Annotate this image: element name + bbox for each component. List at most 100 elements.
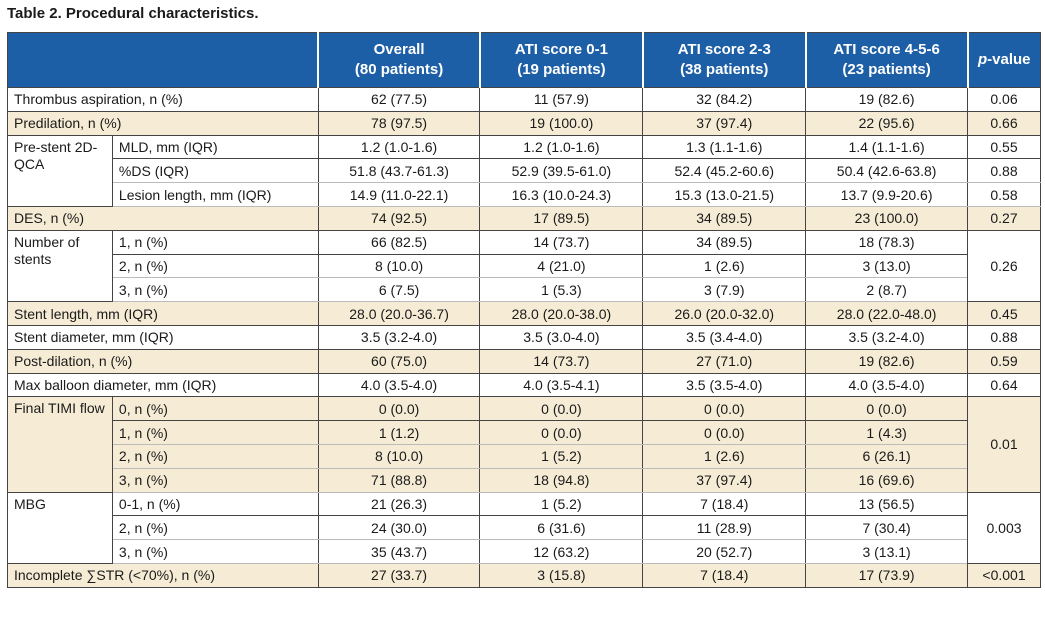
row-label: 0-1, n (%) — [111, 491, 319, 517]
value-cell: 13.7 (9.9-20.6) — [805, 182, 969, 207]
value-cell: 3.5 (3.0-4.0) — [479, 324, 644, 350]
value-cell: 1 (4.3) — [805, 420, 969, 445]
value-cell: 12 (63.2) — [479, 539, 644, 564]
value-cell: 66 (82.5) — [317, 229, 481, 255]
value-cell: 28.0 (22.0-48.0) — [805, 301, 969, 326]
value-cell: 1 (5.3) — [479, 277, 644, 303]
group-label: Number of stents — [7, 229, 113, 303]
value-cell: 3 (15.8) — [479, 562, 644, 588]
value-cell: 37 (97.4) — [642, 467, 807, 493]
p-value: 0.27 — [967, 205, 1041, 231]
table-row: Predilation, n (%) 78 (97.5) 19 (100.0) 37 … — [7, 110, 1041, 136]
value-cell: 14 (73.7) — [479, 348, 644, 374]
value-cell: 7 (18.4) — [642, 562, 807, 588]
p-value: <0.001 — [967, 562, 1041, 588]
p-value: 0.59 — [967, 348, 1041, 374]
value-cell: 0 (0.0) — [642, 396, 807, 422]
value-cell: 20 (52.7) — [642, 539, 807, 564]
p-value: 0.64 — [967, 372, 1041, 398]
value-cell: 28.0 (20.0-38.0) — [479, 301, 644, 326]
value-cell: 27 (33.7) — [317, 562, 481, 588]
table-row: 3, n (%) 71 (88.8) 18 (94.8) 37 (97.4) 16 (6… — [8, 467, 1041, 493]
table-body: Thrombus aspiration, n (%) 62 (77.5) 11 (5… — [7, 87, 1041, 588]
p-value: 0.06 — [967, 87, 1041, 112]
value-cell: 35 (43.7) — [317, 539, 481, 564]
value-cell: 3 (7.9) — [642, 277, 807, 303]
p-value: 0.003 — [967, 491, 1041, 564]
header-text: p-value — [977, 51, 1031, 68]
p-value: 0.01 — [967, 396, 1041, 493]
value-cell: 51.8 (43.7-61.3) — [317, 158, 481, 184]
value-cell: 4 (21.0) — [479, 253, 644, 279]
row-label: Max balloon diameter, mm (IQR) — [7, 372, 319, 398]
value-cell: 7 (30.4) — [805, 515, 969, 541]
value-cell: 26.0 (20.0-32.0) — [642, 301, 807, 326]
value-cell: 3.5 (3.5-4.0) — [642, 372, 807, 398]
value-cell: 6 (7.5) — [317, 277, 481, 303]
header-text: Overall — [373, 41, 425, 58]
value-cell: 16.3 (10.0-24.3) — [479, 182, 644, 207]
p-value: 0.88 — [967, 324, 1041, 350]
header-cell: ATI score 0-1 (19 patients) — [478, 32, 644, 88]
table-row: Incomplete ∑STR (<70%), n (%) 27 (33.7) 3 … — [7, 562, 1041, 588]
value-cell: 50.4 (42.6-63.8) — [805, 158, 969, 184]
value-cell: 3 (13.0) — [805, 253, 969, 279]
row-label: %DS (IQR) — [111, 158, 319, 184]
value-cell: 24 (30.0) — [317, 515, 481, 541]
header-text: (80 patients) — [354, 61, 444, 78]
value-cell: 3.5 (3.4-4.0) — [642, 324, 807, 350]
value-cell: 3.5 (3.2-4.0) — [805, 324, 969, 350]
value-cell: 22 (95.6) — [805, 110, 969, 136]
table-title: Table 2. Procedural characteristics. — [7, 5, 259, 22]
value-cell: 2 (8.7) — [805, 277, 969, 303]
value-cell: 8 (10.0) — [317, 253, 481, 279]
header-blank — [7, 32, 319, 88]
row-label: 1, n (%) — [111, 229, 319, 255]
p-value: 0.58 — [967, 182, 1041, 207]
value-cell: 1.4 (1.1-1.6) — [805, 134, 969, 160]
value-cell: 52.9 (39.5-61.0) — [479, 158, 644, 184]
group-label: Pre-stent 2D-QCA — [7, 134, 113, 207]
value-cell: 0 (0.0) — [805, 396, 969, 422]
value-cell: 37 (97.4) — [642, 110, 807, 136]
value-cell: 16 (69.6) — [805, 467, 969, 493]
value-cell: 60 (75.0) — [317, 348, 481, 374]
value-cell: 1 (5.2) — [479, 443, 644, 469]
table-row: 2, n (%) 24 (30.0) 6 (31.6) 11 (28.9) 7 (30.… — [8, 515, 1041, 541]
value-cell: 52.4 (45.2-60.6) — [642, 158, 807, 184]
row-label: Stent length, mm (IQR) — [7, 301, 319, 326]
table-row: %DS (IQR) 51.8 (43.7-61.3) 52.9 (39.5-61.0… — [8, 158, 1041, 184]
table-row: Stent diameter, mm (IQR) 3.5 (3.2-4.0) 3.5… — [7, 324, 1041, 350]
table-row: Final TIMI flow 0, n (%) 0 (0.0) 0 (0.0) 0 (… — [7, 396, 1041, 493]
value-cell: 13 (56.5) — [805, 491, 969, 517]
row-label: DES, n (%) — [7, 205, 319, 231]
row-label: Post-dilation, n (%) — [7, 348, 319, 374]
p-value: 0.45 — [967, 301, 1041, 326]
value-cell: 1.2 (1.0-1.6) — [317, 134, 481, 160]
value-cell: 14.9 (11.0-22.1) — [317, 182, 481, 207]
header-text: ATI score 4-5-6 — [833, 41, 940, 58]
value-cell: 17 (73.9) — [805, 562, 969, 588]
table-row: Thrombus aspiration, n (%) 62 (77.5) 11 (5… — [7, 87, 1041, 112]
value-cell: 0 (0.0) — [479, 396, 644, 422]
value-cell: 78 (97.5) — [317, 110, 481, 136]
value-cell: 4.0 (3.5-4.0) — [317, 372, 481, 398]
row-label: 2, n (%) — [111, 253, 319, 279]
table-row: 3, n (%) 35 (43.7) 12 (63.2) 20 (52.7) 3 (13… — [8, 539, 1041, 564]
row-label: 3, n (%) — [111, 277, 319, 303]
value-cell: 0 (0.0) — [479, 420, 644, 445]
value-cell: 21 (26.3) — [317, 491, 481, 517]
table-row: Post-dilation, n (%) 60 (75.0) 14 (73.7) 27… — [7, 348, 1041, 374]
row-label: Lesion length, mm (IQR) — [111, 182, 319, 207]
row-label: Stent diameter, mm (IQR) — [7, 324, 319, 350]
value-cell: 71 (88.8) — [317, 467, 481, 493]
value-cell: 27 (71.0) — [642, 348, 807, 374]
p-value: 0.55 — [967, 134, 1041, 160]
value-cell: 28.0 (20.0-36.7) — [317, 301, 481, 326]
value-cell: 6 (26.1) — [805, 443, 969, 469]
header-text: (23 patients) — [842, 61, 931, 78]
value-cell: 1 (5.2) — [479, 491, 644, 517]
row-label: 0, n (%) — [111, 396, 319, 422]
value-cell: 0 (0.0) — [317, 396, 481, 422]
header-cell: p-value — [966, 32, 1041, 88]
